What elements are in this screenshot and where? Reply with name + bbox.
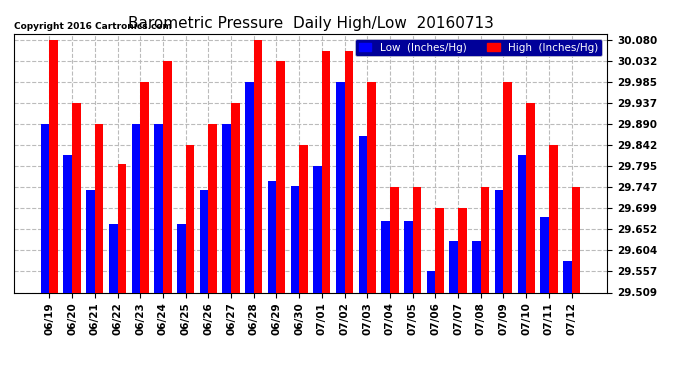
Bar [177,224,186,292]
Bar [186,145,195,292]
Bar [245,82,254,292]
Bar [481,187,489,292]
Bar [63,155,72,292]
Bar [540,217,549,292]
Bar [163,61,172,292]
Bar [504,82,512,292]
Bar [86,190,95,292]
Bar [199,190,208,292]
Title: Barometric Pressure  Daily High/Low  20160713: Barometric Pressure Daily High/Low 20160… [128,16,493,31]
Bar [449,241,458,292]
Bar [472,241,481,292]
Bar [299,145,308,292]
Bar [390,187,399,292]
Bar [290,186,299,292]
Bar [413,187,422,292]
Bar [549,145,558,292]
Text: Copyright 2016 Cartronics.com: Copyright 2016 Cartronics.com [14,22,172,31]
Bar [95,124,103,292]
Bar [344,51,353,292]
Bar [41,124,50,292]
Bar [268,182,277,292]
Bar [382,221,390,292]
Bar [518,155,526,292]
Bar [563,261,571,292]
Bar [571,187,580,292]
Bar [336,82,344,292]
Bar [313,166,322,292]
Bar [231,103,239,292]
Bar [426,271,435,292]
Bar [140,82,149,292]
Bar [322,51,331,292]
Bar [359,136,367,292]
Bar [277,61,285,292]
Bar [367,82,376,292]
Bar [495,190,504,292]
Bar [435,209,444,292]
Bar [50,40,58,292]
Bar [155,124,163,292]
Bar [109,224,117,292]
Bar [117,164,126,292]
Bar [526,103,535,292]
Bar [404,221,413,292]
Bar [132,124,140,292]
Legend: Low  (Inches/Hg), High  (Inches/Hg): Low (Inches/Hg), High (Inches/Hg) [355,39,602,56]
Bar [458,209,466,292]
Bar [72,103,81,292]
Bar [254,40,262,292]
Bar [222,124,231,292]
Bar [208,124,217,292]
